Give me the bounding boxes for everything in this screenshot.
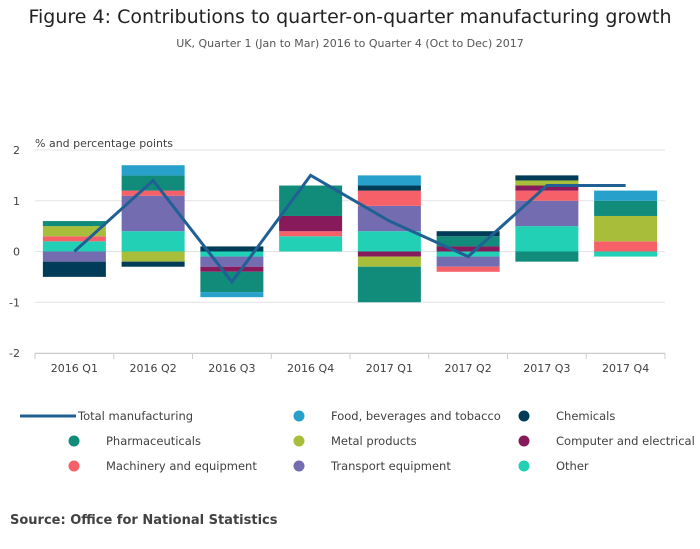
y-tick-label: -2 <box>9 347 20 360</box>
bar-segment <box>357 256 421 267</box>
x-tick-label: 2017 Q1 <box>366 362 413 375</box>
bar-segment <box>436 251 500 257</box>
x-tick-label: 2017 Q4 <box>602 362 649 375</box>
bar-segment <box>42 236 106 242</box>
legend-swatch <box>293 460 305 472</box>
legend-label: Metal products <box>331 434 417 448</box>
bar-segment <box>357 251 421 257</box>
bar-segment <box>200 251 264 257</box>
bar-segment <box>357 175 421 186</box>
bar-segment <box>200 266 264 272</box>
legend-swatch <box>68 460 80 472</box>
bar-segment <box>594 200 658 216</box>
bar-segment <box>436 256 500 267</box>
bar-segment <box>515 180 579 186</box>
bar-segment <box>515 226 579 252</box>
y-tick-label: 0 <box>13 246 20 259</box>
bar-segment <box>42 261 106 277</box>
chart: % and percentage points 2 1 0 -1 -2 2016 Q1 201… <box>9 137 695 473</box>
bar-segment <box>515 185 579 191</box>
bar-segment <box>436 236 500 247</box>
bar-segment <box>200 246 264 252</box>
bar-segment <box>42 226 106 237</box>
bar-segment <box>279 185 343 216</box>
legend-swatch <box>68 435 80 447</box>
chart-subtitle: UK, Quarter 1 (Jan to Mar) 2016 to Quart… <box>176 37 524 50</box>
legend-label: Transport equipment <box>330 459 451 473</box>
bar-segment <box>121 190 185 196</box>
legend-label: Machinery and equipment <box>106 459 257 473</box>
bar-segment <box>515 175 579 181</box>
x-tick-label: 2017 Q3 <box>523 362 570 375</box>
y-tick-label: 1 <box>13 195 20 208</box>
bar-segment <box>42 251 106 262</box>
bar-segment <box>279 236 343 252</box>
bar-segment <box>121 165 185 176</box>
chart-title: Figure 4: Contributions to quarter-on-qu… <box>28 6 672 28</box>
bar-segment <box>121 261 185 267</box>
legend-label: Chemicals <box>556 409 615 423</box>
bar-segment <box>357 266 421 303</box>
source-note: Source: Office for National Statistics <box>10 513 278 528</box>
bar-segment <box>594 241 658 252</box>
bar-segment <box>594 251 658 257</box>
bar-segment <box>436 266 500 272</box>
legend-label: Other <box>556 459 589 473</box>
total-line <box>73 173 626 285</box>
legend-swatch <box>293 435 305 447</box>
y-tick-label: -1 <box>9 296 20 309</box>
x-tick-label: 2017 Q2 <box>445 362 492 375</box>
bar-segment <box>279 215 343 232</box>
bar-segment <box>121 231 185 252</box>
bar-segment <box>200 256 264 267</box>
bar-segment <box>42 241 106 252</box>
x-tick-label: 2016 Q1 <box>51 362 98 375</box>
legend-label: Total manufacturing <box>77 409 193 423</box>
bar-segment <box>515 190 579 201</box>
bar-segment <box>594 215 658 242</box>
legend-swatch <box>518 460 530 472</box>
x-tick-label: 2016 Q2 <box>130 362 177 375</box>
legend-label: Pharmaceuticals <box>106 434 201 448</box>
x-tick-label: 2016 Q4 <box>287 362 334 375</box>
bar-segment <box>200 292 264 298</box>
bar-segment <box>357 185 421 191</box>
bar-segment <box>42 221 106 227</box>
bar-segment <box>436 231 500 237</box>
bar-segment <box>436 246 500 252</box>
y-tick-label: 2 <box>13 144 20 157</box>
legend-swatch <box>518 410 530 422</box>
bar-segment <box>515 251 579 262</box>
bar-segment <box>121 175 185 191</box>
legend-label: Computer and electrical <box>556 434 695 448</box>
bar-segment <box>357 231 421 252</box>
legend-swatch <box>293 410 305 422</box>
x-tick-label: 2016 Q3 <box>208 362 255 375</box>
bar-segment <box>121 251 185 262</box>
bar-segment <box>279 231 343 237</box>
bar-segment <box>121 195 185 232</box>
y-axis-label: % and percentage points <box>35 137 173 150</box>
bar-segment <box>357 190 421 206</box>
bar-segment <box>594 190 658 201</box>
legend-swatch <box>518 435 530 447</box>
legend-label: Food, beverages and tobacco <box>331 409 501 423</box>
